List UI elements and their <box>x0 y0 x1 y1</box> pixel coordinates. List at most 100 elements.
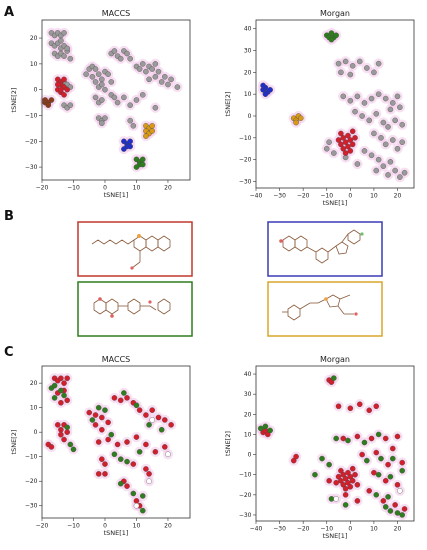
data-point-gray <box>371 69 377 76</box>
data-point-red <box>338 141 344 148</box>
plot-frame <box>41 19 191 181</box>
data-point-green <box>394 510 401 516</box>
green-compound-atom <box>110 314 114 318</box>
data-point-gray <box>361 100 368 106</box>
data-point-green <box>139 507 146 514</box>
data-point-green <box>333 32 339 39</box>
data-point-gray <box>174 84 181 90</box>
plot-title: MACCS <box>102 355 130 364</box>
y-tick-label: −10 <box>239 472 252 479</box>
x-tick-label: 20 <box>164 523 172 530</box>
data-point-red <box>133 498 140 504</box>
x-axis-label: tSNE[1] <box>104 191 129 199</box>
data-point-gray <box>349 63 356 69</box>
data-point-gray <box>385 172 391 178</box>
data-point-red <box>356 401 363 408</box>
data-point-red <box>335 473 342 480</box>
data-point-red <box>92 422 99 428</box>
data-point-red <box>373 449 380 456</box>
data-point-red <box>58 375 64 382</box>
data-point-gray <box>158 79 165 85</box>
y-tick-label: 30 <box>244 48 252 55</box>
data-point-green <box>267 427 273 434</box>
data-point-gray <box>127 55 133 62</box>
data-point-red <box>58 86 64 93</box>
data-point-gray <box>102 115 108 121</box>
data-point-red <box>58 426 64 433</box>
data-point-blue <box>127 143 133 150</box>
data-point-red <box>105 419 111 426</box>
data-point-red <box>124 439 130 445</box>
data-point-red <box>349 141 356 148</box>
data-point-gray <box>127 102 133 108</box>
data-point-red <box>111 395 118 401</box>
data-point-gray <box>146 76 152 83</box>
data-point-gray <box>114 99 121 106</box>
data-point-gray <box>366 117 372 124</box>
x-axis-label: tSNE[1] <box>323 199 348 207</box>
x-tick-label: 0 <box>348 193 352 200</box>
data-point-gray <box>390 137 396 143</box>
plot-title: Morgan <box>320 355 350 364</box>
data-point-gray <box>387 159 394 165</box>
data-point-white <box>146 478 152 485</box>
data-point-red <box>340 435 347 442</box>
data-point-gray <box>83 71 89 77</box>
data-point-gray <box>102 86 108 93</box>
y-tick-label: −10 <box>239 135 252 142</box>
data-point-gray <box>162 73 168 80</box>
y-tick-label: 0 <box>248 452 252 459</box>
data-point-green <box>139 493 146 499</box>
data-point-orange <box>293 119 299 126</box>
data-point-gray <box>67 55 74 62</box>
data-point-gray <box>380 163 387 169</box>
data-point-gray <box>121 94 127 101</box>
y-axis-label: tSNE[2] <box>224 92 232 117</box>
data-point-gray <box>359 113 365 119</box>
green-compound-atom <box>148 300 152 304</box>
data-point-green <box>51 382 58 389</box>
plot-a-maccs: MACCS −20 −10 0 10 20 −30 −20 −10 0 10 20 tSNE[1] tSN… <box>10 9 191 199</box>
plot-title: MACCS <box>102 9 130 18</box>
data-point-red <box>345 132 351 139</box>
x-tick-label: −10 <box>320 526 333 533</box>
data-point-red <box>95 439 102 445</box>
y-tick-label: −20 <box>25 138 38 145</box>
molecule-box-orange <box>267 281 383 337</box>
data-point-green <box>146 422 152 428</box>
data-point-red <box>99 414 105 421</box>
data-point-green <box>133 164 140 170</box>
data-point-red <box>149 407 155 413</box>
data-point-blue <box>267 87 273 93</box>
data-point-red <box>64 429 70 435</box>
data-point-blue <box>262 91 269 97</box>
data-point-gray <box>373 167 380 174</box>
y-axis-label: tSNE[2] <box>10 430 18 455</box>
data-point-green <box>312 471 318 478</box>
data-point-red <box>152 449 159 455</box>
red-compound-atom <box>137 234 141 238</box>
data-point-gray <box>124 50 130 57</box>
data-point-green <box>399 467 405 474</box>
data-point-red <box>95 471 102 477</box>
orange-compound-atom <box>324 297 328 301</box>
data-point-red <box>385 461 391 468</box>
data-point-gray <box>385 124 391 130</box>
data-point-red <box>347 148 354 154</box>
x-tick-label: −20 <box>36 185 49 192</box>
data-point-green <box>364 457 370 464</box>
plot-a-morgan: Morgan −40 −30 −20 −10 0 10 20 −30 −20 −10 0 10 20 30 4… <box>224 9 415 207</box>
data-point-gray <box>92 79 99 85</box>
data-point-blue <box>127 138 133 145</box>
data-point-gray <box>64 45 70 52</box>
x-tick-label: −40 <box>250 193 263 200</box>
data-point-gray <box>152 61 159 67</box>
data-point-red <box>162 444 168 450</box>
data-point-green <box>342 502 349 508</box>
data-point-red <box>146 471 152 477</box>
data-point-gray <box>99 76 105 83</box>
x-tick-label: −10 <box>320 193 333 200</box>
data-point-red <box>333 479 339 486</box>
data-point-gray <box>368 152 375 159</box>
data-point-red <box>401 506 408 512</box>
